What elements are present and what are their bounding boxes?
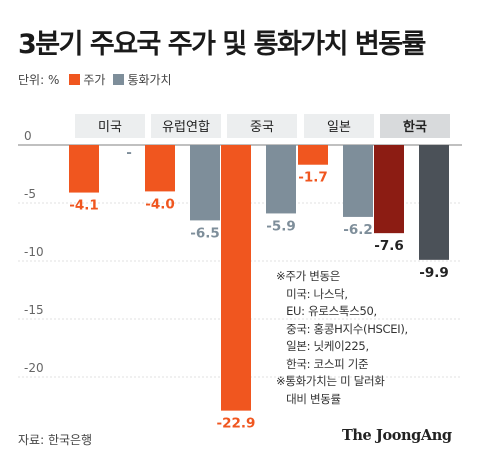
data-label-currency: -5.9 xyxy=(266,218,296,234)
category-header-bg xyxy=(227,114,297,138)
y-tick-label: 0 xyxy=(24,129,32,143)
unit-label: 단위: % xyxy=(18,73,60,87)
y-tick-label: -10 xyxy=(24,245,44,259)
bar-currency xyxy=(266,145,296,214)
source-label: 자료: 한국은행 xyxy=(18,433,93,447)
bar-stock xyxy=(374,145,404,234)
data-label-currency: -6.2 xyxy=(343,222,373,238)
bar-stock xyxy=(221,145,251,411)
category-label: 중국 xyxy=(250,120,274,135)
category-header-bg xyxy=(151,114,221,138)
category-label: 한국 xyxy=(403,119,427,135)
legend-label-stock: 주가 xyxy=(83,73,106,87)
footnote: ※주가 변동은 미국: 나스닥, EU: 유로스톡스50, 중국: 홍콩H지수(… xyxy=(276,269,408,406)
y-tick-label: -5 xyxy=(24,187,36,201)
category-label: 미국 xyxy=(98,120,122,135)
bar-stock xyxy=(145,145,175,192)
category-label: 일본 xyxy=(327,120,351,135)
data-label-stock: -7.6 xyxy=(374,238,404,254)
y-tick-label: -15 xyxy=(24,303,44,317)
bar-stock xyxy=(298,145,328,165)
category-label: 유럽연합 xyxy=(162,120,210,135)
bar-currency xyxy=(343,145,373,217)
bar-currency xyxy=(419,145,449,260)
chart-title: 3분기 주요국 주가 및 통화가치 변동률 xyxy=(18,29,426,60)
y-tick-label: -20 xyxy=(24,361,44,375)
publisher-logo: The JoongAng xyxy=(342,427,452,444)
category-header-bg xyxy=(75,114,145,138)
legend: 단위: % 주가 통화가치 xyxy=(18,71,172,88)
data-label-currency: -9.9 xyxy=(419,265,449,281)
data-label-stock: -4.0 xyxy=(145,196,175,212)
legend-swatch-currency xyxy=(113,74,125,85)
data-label-stock: -1.7 xyxy=(298,170,328,186)
data-label-currency: - xyxy=(126,145,132,161)
data-label-stock: -4.1 xyxy=(69,198,99,214)
legend-label-currency: 통화가치 xyxy=(127,73,172,87)
category-header-bg xyxy=(304,114,374,138)
data-label-currency: -6.5 xyxy=(190,225,220,241)
legend-swatch-stock xyxy=(69,74,81,85)
bar-currency xyxy=(190,145,220,221)
category-header-bg xyxy=(380,114,450,138)
data-label-stock: -22.9 xyxy=(217,416,256,432)
bar-stock xyxy=(69,145,99,193)
